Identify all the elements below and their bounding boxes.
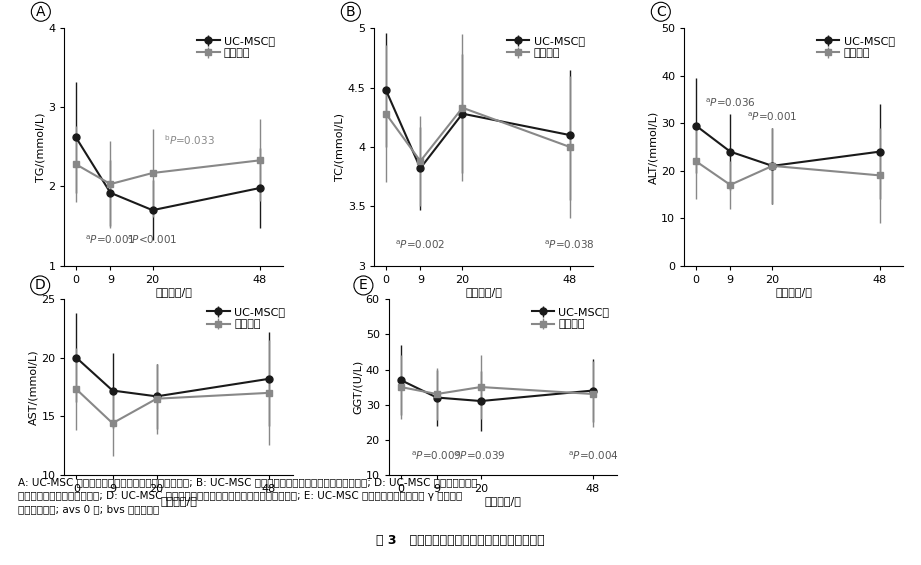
Text: A: A [36,5,46,19]
Legend: UC-MSC组, 安慰剂组: UC-MSC组, 安慰剂组 [505,34,587,60]
Text: D: D [35,279,45,293]
Text: A: UC-MSC 治疗后不同时间点患者三酰甘油水平变化; B: UC-MSC 治疗后不同时间点患者总胆固醇水平变化; D: UC-MSC 治疗后不同时间
点患: A: UC-MSC 治疗后不同时间点患者三酰甘油水平变化; B: UC-MSC … [18,477,478,514]
Legend: UC-MSC组, 安慰剂组: UC-MSC组, 安慰剂组 [195,34,277,60]
Y-axis label: TG/(mmol/L): TG/(mmol/L) [36,112,45,182]
X-axis label: 随访时间/周: 随访时间/周 [155,288,192,297]
Legend: UC-MSC组, 安慰剂组: UC-MSC组, 安慰剂组 [530,305,612,332]
Text: $^{\mathrm{a}}$$\mathit{P}$=0.039: $^{\mathrm{a}}$$\mathit{P}$=0.039 [456,450,507,462]
Legend: UC-MSC组, 安慰剂组: UC-MSC组, 安慰剂组 [205,305,287,332]
X-axis label: 随访时间/周: 随访时间/周 [465,288,502,297]
Text: C: C [656,5,666,19]
Text: $^{\mathrm{a}}$$\mathit{P}$=0.009: $^{\mathrm{a}}$$\mathit{P}$=0.009 [412,450,462,462]
Y-axis label: GGT/(U/L): GGT/(U/L) [353,360,363,414]
Text: $^{\mathrm{a}}$$\mathit{P}$=0.001: $^{\mathrm{a}}$$\mathit{P}$=0.001 [85,233,135,246]
Text: $^{\mathrm{a}}$$\mathit{P}$=0.001: $^{\mathrm{a}}$$\mathit{P}$=0.001 [747,111,798,123]
Text: E: E [359,279,367,293]
Y-axis label: ALT/(mmol/L): ALT/(mmol/L) [648,110,659,184]
Text: 图 3   两组治疗前后的脂代谢和肝功能指标变化: 图 3 两组治疗前后的脂代谢和肝功能指标变化 [376,534,545,547]
X-axis label: 随访时间/周: 随访时间/周 [775,288,812,297]
Text: $^{\mathrm{a}}$$\mathit{P}$=0.004: $^{\mathrm{a}}$$\mathit{P}$=0.004 [567,450,619,462]
Text: B: B [346,5,356,19]
Text: $^{\mathrm{a}}$$\mathit{P}$=0.002: $^{\mathrm{a}}$$\mathit{P}$=0.002 [395,239,446,251]
X-axis label: 随访时间/周: 随访时间/周 [484,497,521,506]
Text: $^{\mathrm{a}}$$\mathit{P}$<0.001: $^{\mathrm{a}}$$\mathit{P}$<0.001 [127,233,178,246]
Legend: UC-MSC组, 安慰剂组: UC-MSC组, 安慰剂组 [815,34,897,60]
Text: $^{\mathrm{a}}$$\mathit{P}$=0.036: $^{\mathrm{a}}$$\mathit{P}$=0.036 [705,97,756,109]
Y-axis label: TC/(mmol/L): TC/(mmol/L) [335,113,344,181]
Text: $^{\mathrm{b}}$$\mathit{P}$=0.033: $^{\mathrm{b}}$$\mathit{P}$=0.033 [164,133,215,147]
X-axis label: 随访时间/周: 随访时间/周 [160,497,197,506]
Text: $^{\mathrm{a}}$$\mathit{P}$=0.038: $^{\mathrm{a}}$$\mathit{P}$=0.038 [544,239,595,251]
Y-axis label: AST/(mmol/L): AST/(mmol/L) [29,349,39,425]
